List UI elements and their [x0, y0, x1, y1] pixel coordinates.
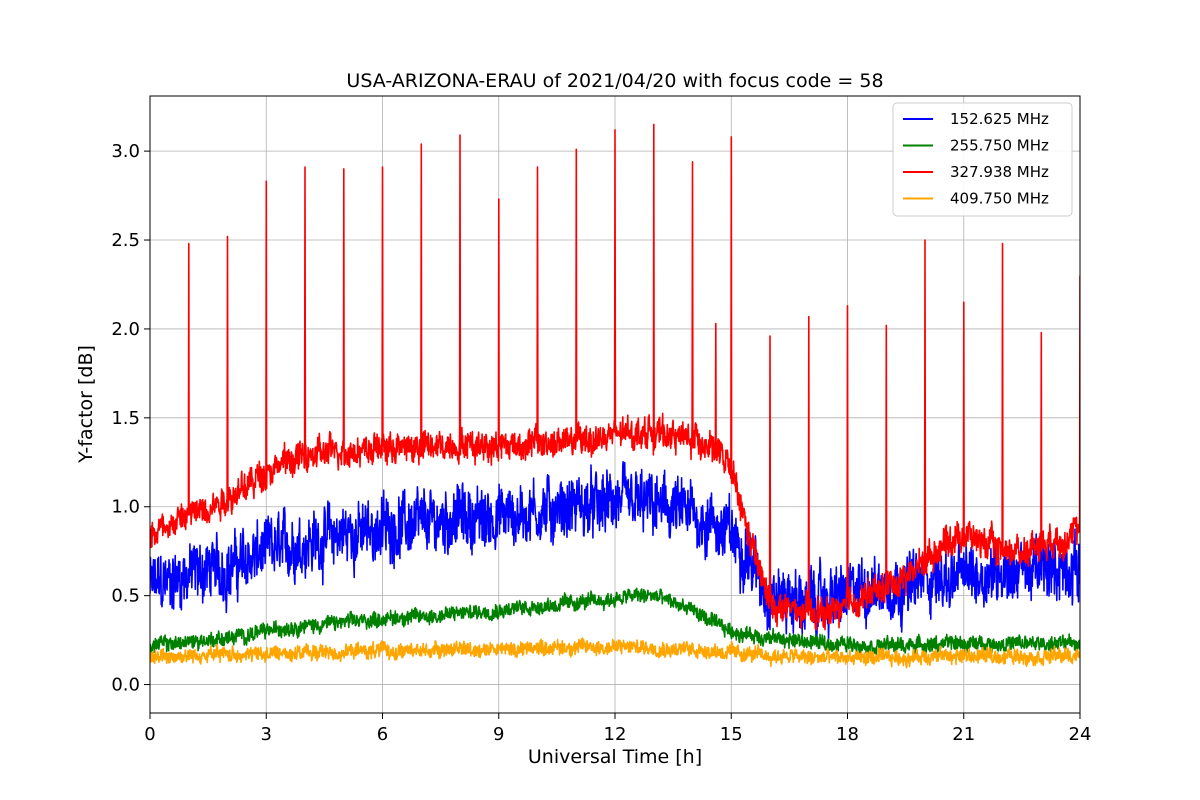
series-line-2 — [150, 587, 1080, 657]
legend-label: 255.750 MHz — [950, 137, 1049, 155]
series-layer — [150, 123, 1080, 669]
y-tick-label: 0.5 — [111, 586, 140, 607]
series-line-4 — [150, 637, 1080, 669]
legend-label: 409.750 MHz — [950, 190, 1049, 208]
y-tick-label: 2.5 — [111, 230, 140, 251]
x-tick-label: 21 — [952, 724, 975, 745]
x-tick-label: 18 — [836, 724, 859, 745]
legend-label: 152.625 MHz — [950, 110, 1049, 128]
legend-box — [892, 102, 1073, 217]
legend-label: 327.938 MHz — [950, 163, 1049, 181]
axes: 0 3 6 9 12 15 18 21 24 0.0 0.5 1.0 1.5 2.0 2.5 3.0 — [111, 141, 1091, 745]
legend: 152.625 MHz 255.750 MHz 327.938 MHz 409.750… — [892, 102, 1073, 217]
x-tick-label: 6 — [377, 724, 388, 745]
y-tick-label: 0.0 — [111, 675, 140, 696]
x-tick-label: 3 — [261, 724, 272, 745]
chart-title: USA-ARIZONA-ERAU of 2021/04/20 with focu… — [346, 70, 883, 92]
series-line-3 — [150, 123, 1080, 632]
y-tick-label: 1.0 — [111, 497, 140, 518]
y-axis-label: Y-factor [dB] — [75, 345, 97, 464]
x-tick-label: 9 — [493, 724, 504, 745]
x-tick-label: 15 — [720, 724, 743, 745]
x-axis-label: Universal Time [h] — [528, 746, 702, 768]
y-tick-label: 1.5 — [111, 408, 140, 429]
y-tick-label: 2.0 — [111, 319, 140, 340]
x-tick-label: 12 — [604, 724, 627, 745]
y-tick-label: 3.0 — [111, 141, 140, 162]
x-tick-label: 24 — [1069, 724, 1092, 745]
x-tick-label: 0 — [144, 724, 155, 745]
